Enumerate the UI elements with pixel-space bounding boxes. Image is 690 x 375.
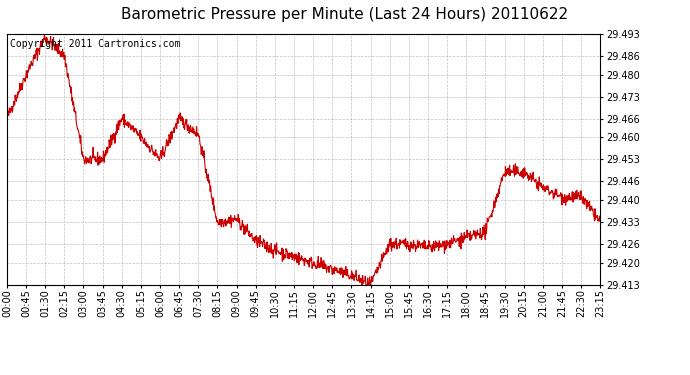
Text: Barometric Pressure per Minute (Last 24 Hours) 20110622: Barometric Pressure per Minute (Last 24 … bbox=[121, 8, 569, 22]
Text: Copyright 2011 Cartronics.com: Copyright 2011 Cartronics.com bbox=[10, 39, 180, 49]
